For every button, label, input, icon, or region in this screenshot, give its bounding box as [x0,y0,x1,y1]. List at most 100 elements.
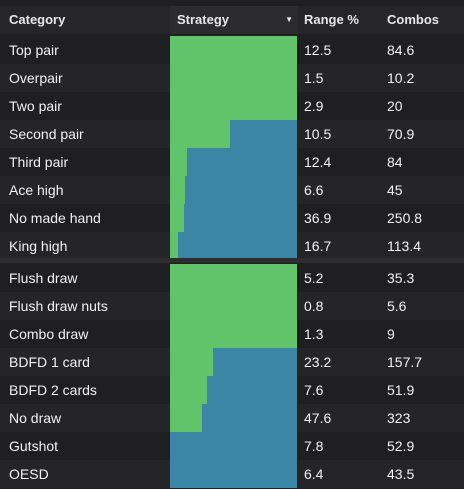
column-header-category[interactable]: Category [9,12,66,27]
category-label: Third pair [9,154,69,170]
strategy-segment-green [170,36,297,64]
strategy-segment-blue [186,148,297,176]
strategy-segment-blue [229,120,297,148]
strategy-segment-green [170,92,297,120]
category-label: Second pair [9,126,84,142]
table-row[interactable]: Two pair 2.9 20 [0,92,464,120]
strategy-segment-green [170,320,297,348]
sort-down-icon[interactable]: ▼ [285,15,293,24]
table-row[interactable]: Gutshot 7.8 52.9 [0,432,464,460]
range-percent-value: 6.6 [304,182,324,198]
strategy-segment-green [170,204,184,232]
range-percent-value: 36.9 [304,210,332,226]
strategy-segment-green [170,176,186,204]
table-row[interactable]: Flush draw nuts 0.8 5.6 [0,292,464,320]
column-header-strategy[interactable]: Strategy [177,12,230,27]
table-row[interactable]: Second pair 10.5 70.9 [0,120,464,148]
range-percent-value: 0.8 [304,298,324,314]
table-row[interactable]: No made hand 36.9 250.8 [0,204,464,232]
range-percent-value: 12.5 [304,42,332,58]
strategy-bar [170,36,297,64]
range-percent-value: 12.4 [304,154,332,170]
strategy-segment-green [170,120,230,148]
strategy-bar [170,320,297,348]
strategy-bar [170,264,297,292]
table-header: Category Strategy ▼ Range % Combos [0,6,464,34]
category-label: Top pair [9,42,59,58]
range-percent-value: 47.6 [304,410,332,426]
column-header-combos[interactable]: Combos [387,12,439,27]
category-label: Two pair [9,98,62,114]
combos-value: 70.9 [387,126,415,142]
strategy-bar [170,376,297,404]
table-row[interactable]: King high 16.7 113.4 [0,232,464,260]
strategy-bar [170,64,297,92]
combos-value: 45 [387,182,403,198]
combos-value: 35.3 [387,270,415,286]
combos-value: 9 [387,326,395,342]
combos-value: 43.5 [387,466,415,482]
range-percent-value: 7.8 [304,438,324,454]
table-row[interactable]: Flush draw 5.2 35.3 [0,264,464,292]
range-percent-value: 16.7 [304,238,332,254]
strategy-segment-green [170,404,202,432]
strategy-segment-blue [183,204,297,232]
strategy-segment-blue [201,404,297,432]
range-percent-value: 10.5 [304,126,332,142]
category-label: Gutshot [9,438,59,454]
strategy-segment-green [170,264,297,292]
table-row[interactable]: BDFD 2 cards 7.6 51.9 [0,376,464,404]
strategy-segment-green [170,64,297,92]
strategy-segment-blue [177,232,297,260]
table-row[interactable]: BDFD 1 card 23.2 157.7 [0,348,464,376]
table-row[interactable]: Combo draw 1.3 9 [0,320,464,348]
strategy-segment-blue [213,348,297,376]
table-row[interactable]: Third pair 12.4 84 [0,148,464,176]
strategy-segment-green [170,232,178,260]
strategy-bar [170,232,297,260]
combos-value: 157.7 [387,354,423,370]
category-label: BDFD 2 cards [9,382,97,398]
category-label: Ace high [9,182,64,198]
table-row[interactable]: Top pair 12.5 84.6 [0,36,464,64]
range-percent-value: 1.3 [304,326,324,342]
column-header-strategy-cell[interactable]: Strategy ▼ [170,6,298,34]
strategy-bar [170,204,297,232]
combos-value: 323 [387,410,411,426]
strategy-bar [170,460,297,488]
strategy-segment-blue [170,432,297,460]
table-row[interactable]: No draw 47.6 323 [0,404,464,432]
combos-value: 10.2 [387,70,415,86]
strategy-segment-green [170,376,207,404]
category-label: Flush draw [9,270,78,286]
combos-value: 250.8 [387,210,423,226]
strategy-bar [170,148,297,176]
category-label: Flush draw nuts [9,298,108,314]
strategy-bar [170,404,297,432]
range-percent-value: 1.5 [304,70,324,86]
strategy-segment-green [170,148,187,176]
category-label: BDFD 1 card [9,354,90,370]
column-header-range[interactable]: Range % [304,12,359,27]
table-row[interactable]: Overpair 1.5 10.2 [0,64,464,92]
range-percent-value: 6.4 [304,466,324,482]
combos-value: 84 [387,154,403,170]
combos-value: 20 [387,98,403,114]
strategy-bar [170,92,297,120]
combos-value: 52.9 [387,438,415,454]
strategy-bar [170,348,297,376]
table-row[interactable]: OESD 6.4 43.5 [0,460,464,488]
combos-value: 84.6 [387,42,415,58]
strategy-segment-green [170,348,214,376]
strategy-bar [170,120,297,148]
category-label: No draw [9,410,62,426]
category-label: No made hand [9,210,101,226]
combos-value: 51.9 [387,382,415,398]
strategy-segment-blue [206,376,297,404]
table-row[interactable]: Ace high 6.6 45 [0,176,464,204]
strategy-bar [170,292,297,320]
range-percent-value: 23.2 [304,354,332,370]
strategy-bar [170,432,297,460]
category-label: King high [9,238,68,254]
strategy-segment-green [170,292,297,320]
